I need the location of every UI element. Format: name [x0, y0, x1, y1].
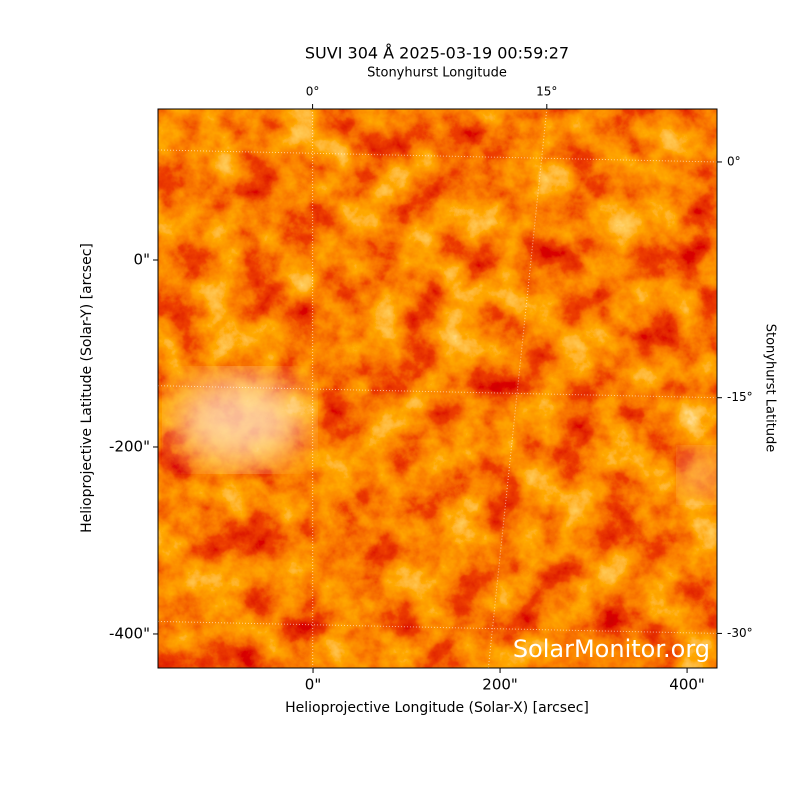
y2-tick-label: -30°: [727, 626, 753, 640]
x2-tick-label: 0°: [306, 85, 320, 99]
y2-label: Stonyhurst Latitude: [763, 324, 778, 453]
y2-tick-label: -15°: [727, 390, 753, 404]
solar-image: [158, 109, 720, 668]
y-label: Helioprojective Latitude (Solar-Y) [arcs…: [79, 243, 95, 533]
x-tick-label: 0": [305, 676, 321, 694]
watermark: SolarMonitor.org: [513, 635, 710, 663]
chart-title: SUVI 304 Å 2025-03-19 00:59:27: [305, 44, 569, 63]
x-tick-label: 400": [669, 676, 705, 694]
x-label: Helioprojective Longitude (Solar-X) [arc…: [285, 700, 589, 716]
y-tick-label: 0": [134, 250, 150, 268]
y2-tick-label: 0°: [727, 154, 741, 168]
x2-label: Stonyhurst Longitude: [367, 66, 507, 81]
y-tick-label: -200": [109, 437, 150, 455]
y-tick-label: -400": [109, 624, 150, 642]
x2-tick-label: 15°: [536, 85, 557, 99]
x-tick-label: 200": [482, 676, 518, 694]
